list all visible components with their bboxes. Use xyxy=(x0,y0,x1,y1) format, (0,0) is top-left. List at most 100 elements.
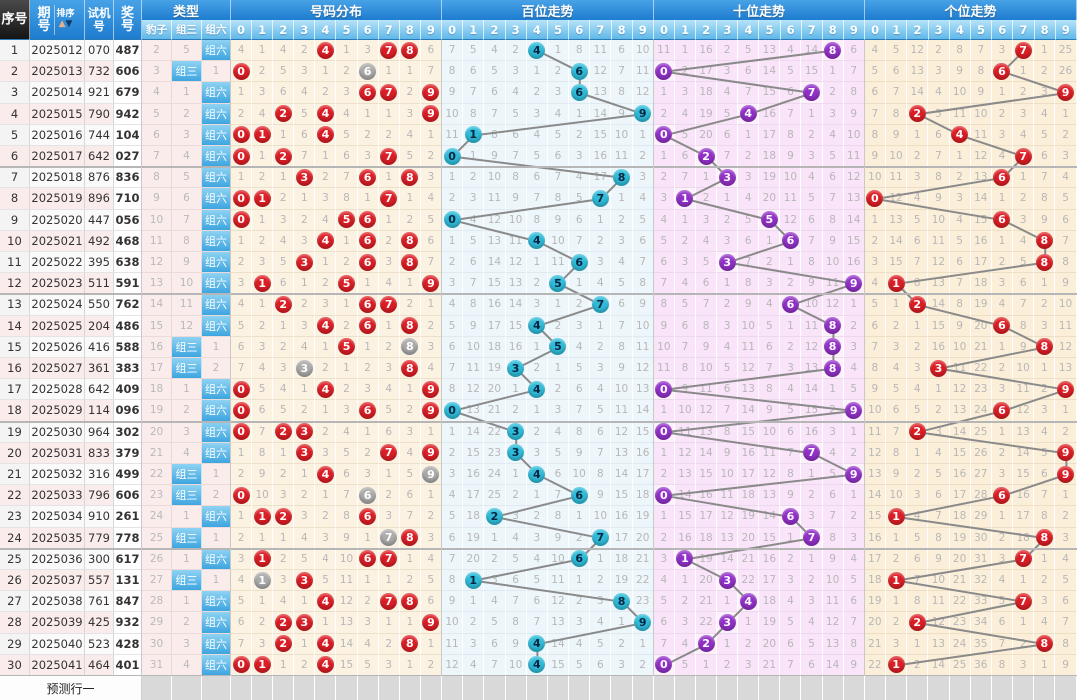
seq-cell: 17 xyxy=(0,379,30,401)
tens-cell: 8 xyxy=(780,464,802,486)
dist-cell: 4 xyxy=(273,230,295,252)
dist-cell: 3 xyxy=(378,252,400,274)
dist-cell: 3 xyxy=(315,188,337,210)
tens-cell: 2 xyxy=(738,146,760,168)
dist-digit-circle: 8 xyxy=(401,253,419,271)
hundreds-cell: 7 xyxy=(590,442,612,464)
hundreds-cell: 7 xyxy=(526,612,548,634)
tens-cell: 4 xyxy=(780,40,802,62)
dist-cell: 1 xyxy=(252,506,274,528)
units-cell: 8 xyxy=(907,591,929,613)
units-digit-circle: 7 xyxy=(1014,592,1032,610)
type-miss-cell: 5 xyxy=(172,167,202,189)
tens-cell: 20 xyxy=(759,633,781,655)
dist-digit-circle: 6 xyxy=(359,253,377,271)
sort-control[interactable]: 排序 ▲▼ xyxy=(53,4,77,35)
units-cell: 16 xyxy=(928,336,950,358)
dist-digit-circle: 4 xyxy=(316,126,334,144)
hundreds-cell: 5 xyxy=(505,548,527,570)
dist-cell: 1 xyxy=(231,167,253,189)
hundreds-cell: 2 xyxy=(505,400,527,422)
digit-column-header: 2 xyxy=(484,20,506,40)
table-row: 26 2025037 557 131 27 组三 1 4 1 3 3 5 11 1 1 2 5 8 1 3 6 5 11 1 2… xyxy=(0,570,1077,592)
dist-cell: 4 xyxy=(315,209,337,231)
type-hit-cell: 组三 xyxy=(172,485,202,507)
tens-cell: 2 xyxy=(696,146,718,168)
tens-cell: 5 xyxy=(738,40,760,62)
dist-digit-circle: 6 xyxy=(359,62,377,80)
tens-cell: 1 xyxy=(801,548,823,570)
type-miss-cell: 2 xyxy=(172,400,202,422)
test-number-cell: 796 xyxy=(85,485,114,507)
hundreds-digit-circle: 4 xyxy=(528,232,546,250)
dist-digit-circle: 0 xyxy=(232,211,250,229)
hundreds-cell: 1 xyxy=(441,421,464,443)
dist-cell: 2 xyxy=(315,421,337,443)
dist-cell: 8 xyxy=(399,40,421,62)
units-cell: 2 xyxy=(928,400,950,422)
hundreds-cell: 1 xyxy=(505,464,527,486)
dist-cell: 7 xyxy=(378,294,400,316)
period-cell: 2025014 xyxy=(30,82,85,104)
tens-cell: 1 xyxy=(759,230,781,252)
tens-cell: 2 xyxy=(822,82,844,104)
period-cell: 2025030 xyxy=(30,421,85,443)
units-cell: 1 xyxy=(907,124,929,146)
units-cell: 5 xyxy=(1055,188,1077,210)
dist-cell: 4 xyxy=(315,654,337,676)
hundreds-cell: 3 xyxy=(569,315,591,337)
hundreds-cell: 15 xyxy=(611,485,633,507)
dist-digit-circle: 8 xyxy=(401,592,419,610)
hundreds-digit-circle: 8 xyxy=(613,592,631,610)
hundreds-cell: 8 xyxy=(569,40,591,62)
tens-cell: 6 xyxy=(822,485,844,507)
sort-desc-icon[interactable]: ▼ xyxy=(65,19,73,29)
dist-cell: 5 xyxy=(336,273,358,295)
units-cell: 5 xyxy=(928,464,950,486)
hundreds-digit-circle: 2 xyxy=(485,507,503,525)
tens-cell: 18 xyxy=(759,591,781,613)
hundreds-cell: 14 xyxy=(590,103,612,125)
table-row: 30 2025041 464 401 31 4 组六 0 1 1 2 4 15 5 3 1 2 12 4 7 10 4 15… xyxy=(0,654,1077,676)
tens-cell: 11 xyxy=(801,315,823,337)
tens-cell: 3 xyxy=(717,315,739,337)
dist-cell: 0 xyxy=(231,209,253,231)
hundreds-cell: 11 xyxy=(547,570,570,592)
dist-cell: 4 xyxy=(336,103,358,125)
prize-number-cell: 409 xyxy=(114,379,142,401)
hundreds-digit-circle: 5 xyxy=(549,274,567,292)
dist-cell: 7 xyxy=(378,591,400,613)
dist-cell: 11 xyxy=(336,570,358,592)
dist-digit-circle: 4 xyxy=(316,465,334,483)
tens-cell: 1 xyxy=(822,61,844,83)
digit-column-header: 5 xyxy=(336,20,358,40)
dist-cell: 3 xyxy=(252,336,274,358)
dist-cell: 5 xyxy=(357,654,379,676)
hundreds-digit-circle: 1 xyxy=(464,126,482,144)
dist-cell: 1 xyxy=(399,548,421,570)
sort-asc-icon[interactable]: ▲ xyxy=(58,19,66,29)
seq-cell: 28 xyxy=(0,612,30,634)
test-number-cell: 300 xyxy=(85,548,114,570)
hundreds-cell: 4 xyxy=(569,167,591,189)
type-hit-cell: 组六 xyxy=(202,421,231,443)
dist-cell: 2 xyxy=(420,506,442,528)
tens-cell: 1 xyxy=(780,252,802,274)
dist-digit-circle: 9 xyxy=(422,444,440,462)
hundreds-cell: 10 xyxy=(632,40,654,62)
dist-cell: 1 xyxy=(357,103,379,125)
tens-cell: 5 xyxy=(653,591,675,613)
tens-cell: 7 xyxy=(843,612,865,634)
dist-cell: 6 xyxy=(420,40,442,62)
dist-cell: 1 xyxy=(420,124,442,146)
units-cell: 22 xyxy=(864,654,886,676)
dist-cell: 5 xyxy=(399,464,421,486)
seq-cell: 19 xyxy=(0,421,30,443)
digit-column-header: 3 xyxy=(928,20,950,40)
type-hit-cell: 组三 xyxy=(172,527,202,549)
seq-cell: 15 xyxy=(0,336,30,358)
type-miss-cell: 6 xyxy=(172,188,202,210)
digit-column-header: 9 xyxy=(632,20,654,40)
dist-digit-circle: 7 xyxy=(380,550,398,568)
tens-digit-circle: 8 xyxy=(824,338,842,356)
